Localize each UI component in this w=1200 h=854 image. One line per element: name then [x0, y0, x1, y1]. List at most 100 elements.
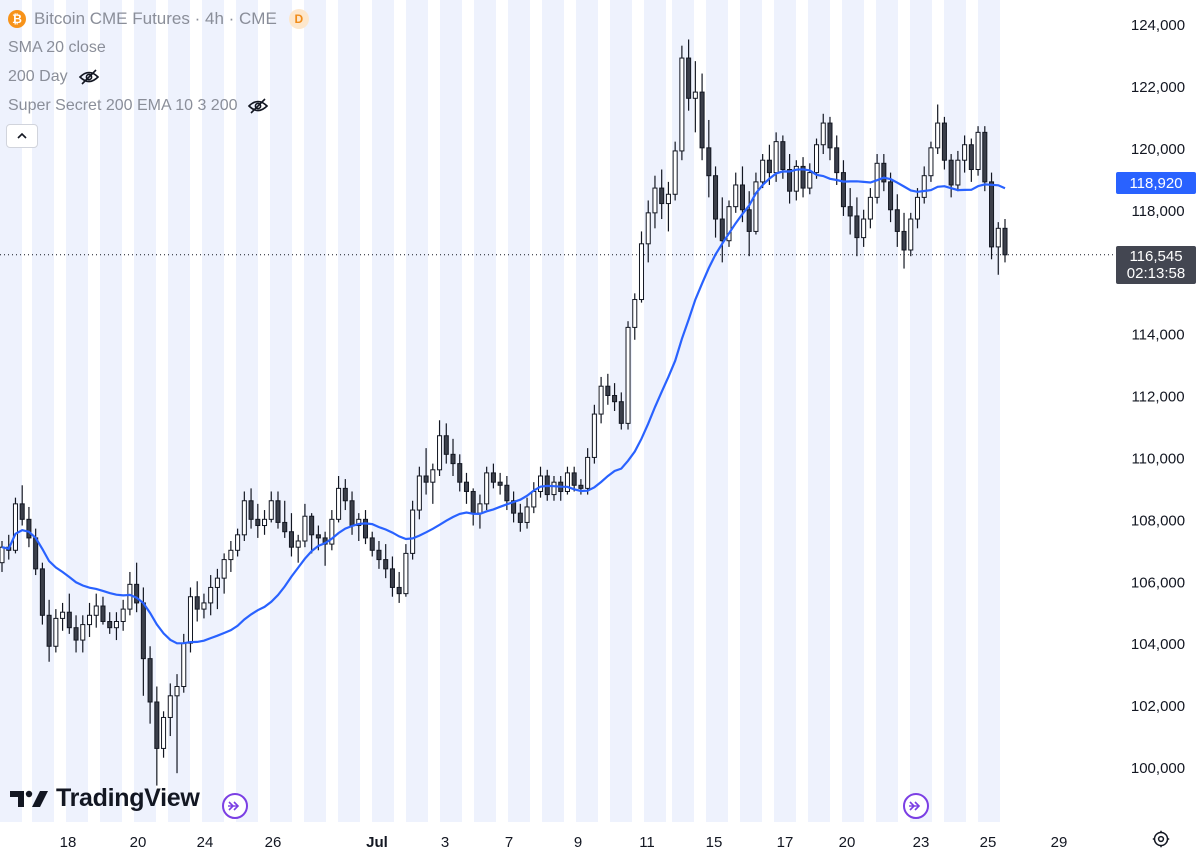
candle — [235, 528, 241, 557]
candle — [100, 596, 106, 625]
indicator-label: 200 Day — [8, 67, 68, 85]
candle-body — [309, 515, 315, 536]
candle — [793, 160, 799, 201]
candle — [854, 197, 860, 257]
candle — [807, 163, 813, 195]
candle-body — [726, 206, 732, 242]
candle — [369, 531, 375, 557]
time-tick-label: 29 — [1051, 834, 1068, 851]
candle-body — [760, 159, 766, 183]
session-band — [978, 0, 1000, 822]
candle-body — [241, 500, 247, 536]
candle — [329, 510, 335, 551]
candle-body — [463, 481, 469, 492]
session-band — [202, 0, 224, 822]
candle — [336, 475, 342, 523]
candle-body — [430, 469, 436, 483]
candle-body — [948, 159, 954, 186]
candle — [383, 544, 389, 579]
candle-body — [134, 583, 140, 604]
session-band — [372, 0, 394, 822]
price-tick-label: 106,000 — [1131, 574, 1185, 591]
candle — [834, 135, 840, 185]
time-tick-label: Jul — [366, 834, 388, 851]
candle-body — [807, 172, 813, 189]
candle — [268, 491, 274, 523]
candle-body — [416, 475, 422, 511]
candle — [248, 488, 254, 529]
candle — [161, 711, 167, 758]
candle — [605, 373, 611, 405]
time-tick-label: 26 — [265, 834, 282, 851]
indicator-200-day[interactable]: 200 Day — [8, 62, 309, 91]
candle-body — [19, 503, 25, 520]
candle — [975, 126, 981, 176]
candle-body — [847, 206, 853, 217]
candle-body — [773, 141, 779, 174]
candle-body — [154, 701, 160, 749]
candle-body — [201, 602, 207, 610]
candle-body — [477, 503, 483, 514]
candle — [423, 448, 429, 495]
candle-body — [423, 475, 429, 483]
session-band — [774, 0, 796, 822]
indicator-sma[interactable]: SMA 20 close — [8, 33, 309, 62]
candle — [901, 212, 907, 269]
candle — [309, 513, 315, 554]
replay-button[interactable] — [903, 793, 929, 819]
candle-body — [713, 175, 719, 220]
candle-body — [194, 596, 200, 610]
candle — [888, 172, 894, 223]
candle-body — [356, 518, 362, 527]
candle-body — [295, 540, 301, 548]
eye-hidden-icon[interactable] — [78, 68, 100, 85]
price-tick-label: 102,000 — [1131, 698, 1185, 715]
candle-body — [73, 627, 79, 641]
candle-body — [490, 472, 496, 483]
candle-body — [66, 611, 72, 629]
candle — [403, 544, 409, 597]
candle — [288, 513, 294, 557]
candle-body — [53, 617, 59, 647]
candle — [692, 61, 698, 133]
candle — [0, 541, 5, 572]
candle — [679, 45, 685, 161]
delayed-badge[interactable]: D — [288, 8, 309, 29]
indicator-label: Super Secret 200 EMA 10 3 200 — [8, 96, 238, 114]
candle-body — [605, 385, 611, 396]
candle-body — [962, 144, 968, 161]
candle — [66, 593, 72, 634]
eye-hidden-icon[interactable] — [247, 97, 269, 114]
candle-body — [739, 184, 745, 211]
candles — [0, 39, 1008, 786]
candle — [948, 154, 954, 198]
candle-body — [450, 453, 456, 465]
candle-body — [113, 620, 119, 629]
candle-body — [787, 169, 793, 192]
candle — [699, 73, 705, 161]
sma-20-line — [1, 168, 1006, 645]
candle — [302, 503, 308, 548]
price-tick-label: 108,000 — [1131, 512, 1185, 529]
settings-gear-icon[interactable] — [1152, 830, 1170, 848]
candle — [598, 376, 604, 424]
candle-body — [672, 150, 678, 195]
candle-body — [39, 568, 45, 616]
candle — [652, 175, 658, 229]
tradingview-logo[interactable]: TradingView — [10, 784, 200, 813]
candle-body — [753, 181, 759, 232]
collapse-legend-button[interactable] — [6, 124, 38, 148]
candle-body — [80, 624, 86, 641]
replay-button[interactable] — [222, 793, 248, 819]
indicator-ema[interactable]: Super Secret 200 EMA 10 3 200 — [8, 91, 309, 120]
candle-body — [26, 518, 32, 539]
candle — [706, 119, 712, 198]
symbol-row[interactable]: ₿ Bitcoin CME Futures · 4h · CME D — [8, 4, 309, 33]
candle — [941, 116, 947, 170]
sma-price-tag: 118,920 — [1116, 172, 1196, 194]
candle-body — [187, 596, 194, 644]
symbol-title[interactable]: Bitcoin CME Futures · 4h · CME — [34, 8, 277, 28]
candle — [618, 392, 624, 430]
price-tick-label: 122,000 — [1131, 79, 1185, 96]
